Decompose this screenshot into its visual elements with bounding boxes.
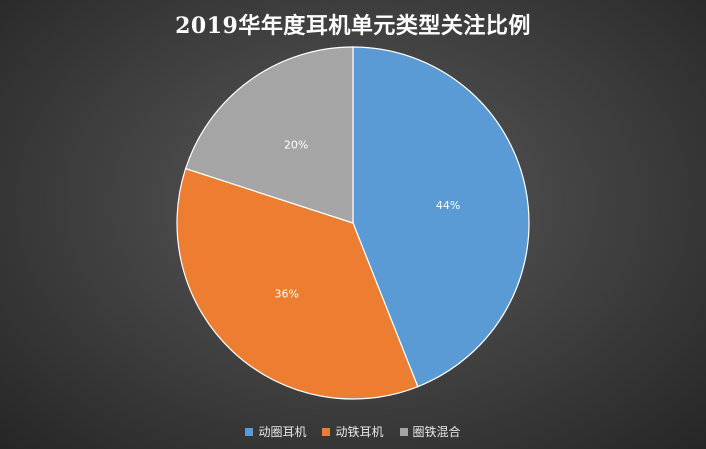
legend-label: 动铁耳机 [335, 425, 384, 439]
legend-item: 圈铁混合 [399, 423, 461, 440]
pie-slice [352, 46, 530, 388]
slice-value-label: 36% [274, 288, 298, 301]
legend-swatch [245, 427, 254, 436]
pie-slice [176, 167, 419, 400]
legend-swatch [399, 427, 408, 436]
chart-title: 2019华年度耳机单元类型关注比例 [175, 13, 531, 39]
slice-value-label: 20% [284, 139, 308, 152]
legend-item: 动圈耳机 [245, 423, 306, 440]
legend-item: 动铁耳机 [322, 423, 384, 440]
slice-value-label: 44% [436, 199, 460, 212]
legend-label: 圈铁混合 [412, 425, 461, 439]
legend-swatch [322, 427, 331, 436]
pie-slice [184, 46, 354, 224]
chart-legend: 动圈耳机 动铁耳机 圈铁混合 [0, 423, 706, 440]
legend-label: 动圈耳机 [258, 425, 307, 439]
